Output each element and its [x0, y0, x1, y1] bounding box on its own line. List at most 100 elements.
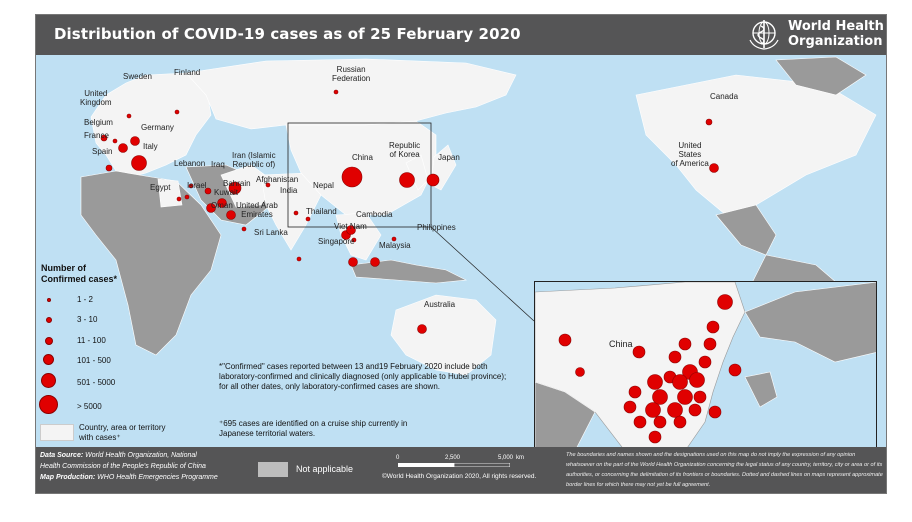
map-figure: Distribution of COVID-19 cases as of 25 …: [35, 14, 887, 494]
inset-case-marker-8: [698, 355, 712, 369]
australia-landmass: [390, 294, 497, 376]
inset-case-marker-22: [633, 415, 647, 429]
greenland-landmass: [775, 56, 867, 96]
inset-case-marker-25: [648, 430, 662, 444]
legend-dot-1: [47, 298, 51, 302]
footer-map-production: Map Production: WHO Health Emergencies P…: [40, 472, 260, 483]
case-marker-uae: [226, 210, 236, 220]
label-canada: Canada: [710, 92, 739, 101]
case-marker-russia: [333, 89, 339, 95]
case-marker-kuwait: [206, 203, 216, 213]
inset-case-marker-12: [672, 374, 688, 390]
title-bar: Distribution of COVID-19 cases as of 25 …: [36, 15, 886, 55]
label-russia: Russian Federation: [332, 65, 371, 83]
inset-case-marker-5: [632, 345, 646, 359]
inset-china-label: China: [609, 339, 633, 349]
inset-case-marker-3: [558, 333, 572, 347]
label-sri-lanka: Sri Lanka: [254, 228, 288, 237]
legend-country-line2: with cases⁺: [79, 433, 121, 442]
indonesia-landmass: [350, 259, 468, 284]
not-applicable-label: Not applicable: [296, 464, 354, 474]
inset-case-marker-15: [652, 389, 668, 405]
legend-range-2: 3 - 10: [77, 315, 98, 324]
label-france: France: [84, 131, 109, 140]
who-emblem-icon: [749, 20, 779, 50]
china-inset-map: China: [534, 281, 877, 450]
legend-range-5: 501 - 5000: [77, 378, 116, 387]
legend-dot-5: [41, 373, 56, 388]
scale-label-5000: 5,000: [498, 455, 514, 461]
label-thailand: Thailand: [306, 207, 337, 216]
label-spain: Spain: [92, 147, 113, 156]
egypt-landmass: [157, 178, 183, 208]
case-marker-india: [293, 210, 299, 216]
inset-case-marker-23: [653, 415, 667, 429]
inset-case-markers: [558, 294, 742, 444]
label-oman: Oman: [211, 201, 233, 210]
scale-label-2500: 2,500: [445, 455, 461, 461]
legend-dot-3: [45, 337, 53, 345]
legend-item-6: > 5000: [36, 395, 156, 417]
case-marker-vietnam: [346, 225, 356, 235]
inset-case-marker-18: [623, 400, 637, 414]
inset-connector-1: [430, 226, 535, 322]
label-kuwait: Kuwait: [214, 188, 239, 197]
case-marker-nepal: [305, 216, 311, 222]
case-marker-spain: [105, 164, 113, 172]
inset-case-marker-28: [708, 405, 722, 419]
inset-case-marker-13: [689, 372, 705, 388]
case-marker-israel: [184, 194, 190, 200]
case-marker-afghanistan: [265, 182, 271, 188]
inset-case-marker-20: [667, 402, 683, 418]
case-marker-korea: [399, 172, 415, 188]
case-marker-france: [118, 143, 128, 153]
copyright-text: ©World Health Organization 2020, All rig…: [382, 473, 537, 480]
inset-case-marker-27: [728, 363, 742, 377]
legend-country-line1: Country, area or territory: [79, 423, 166, 432]
disclaimer-text: The boundaries and names shown and the d…: [566, 452, 883, 488]
inset-case-marker-2: [706, 320, 720, 334]
case-marker-finland: [174, 109, 180, 115]
label-vietnam: Viet Nam: [334, 222, 367, 231]
legend-item-5: 501 - 5000: [36, 373, 156, 395]
china-landmass: [285, 120, 437, 216]
label-sweden: Sweden: [123, 72, 152, 81]
label-korea: Republic of Korea: [389, 141, 421, 159]
note-cruise-ship: ⁺695 cases are identified on a cruise sh…: [219, 419, 408, 438]
legend-item-2: 3 - 10: [36, 313, 156, 335]
data-source-text: World Health Organization, National: [85, 452, 197, 459]
russia-landmass: [185, 58, 517, 130]
case-marker-australia: [417, 324, 427, 334]
legend-range-4: 101 - 500: [77, 356, 111, 365]
label-nepal: Nepal: [313, 181, 334, 190]
label-uk: United Kingdom: [80, 89, 112, 107]
inset-case-marker-21: [688, 403, 702, 417]
case-marker-oman: [241, 226, 247, 232]
label-china: China: [352, 153, 373, 162]
legend-country-swatch: [40, 424, 74, 441]
case-marker-germany: [130, 136, 140, 146]
inset-neighbor-land: [535, 282, 876, 449]
case-marker-malaysia: [370, 257, 380, 267]
legend-title-line1: Number of: [41, 263, 86, 273]
data-source-text2: Health Commission of the People's Republ…: [40, 463, 206, 470]
footer-data-source: Data Source: World Health Organization, …: [40, 450, 260, 461]
legend-item-1: 1 - 2: [36, 293, 156, 315]
legend-title: Number of Confirmed cases*: [41, 263, 117, 285]
legend-range-1: 1 - 2: [77, 295, 94, 304]
world-map: [36, 55, 886, 455]
map-production-text: WHO Health Emergencies Programme: [97, 474, 218, 481]
china-inset-svg: [535, 282, 876, 449]
case-marker-iraq: [204, 187, 212, 195]
label-malaysia: Malaysia: [379, 241, 411, 250]
label-india: India: [280, 186, 298, 195]
data-source-label: Data Source:: [40, 452, 84, 459]
map-production-label: Map Production:: [40, 474, 96, 481]
case-marker-sweden: [126, 113, 132, 119]
label-germany: Germany: [141, 123, 174, 132]
legend-range-6: > 5000: [77, 402, 102, 411]
footer: Data Source: World Health Organization, …: [36, 447, 886, 493]
case-marker-singapore: [348, 257, 358, 267]
central-america-landmass: [715, 204, 777, 256]
label-afghanistan: Afghanistan: [256, 175, 299, 184]
